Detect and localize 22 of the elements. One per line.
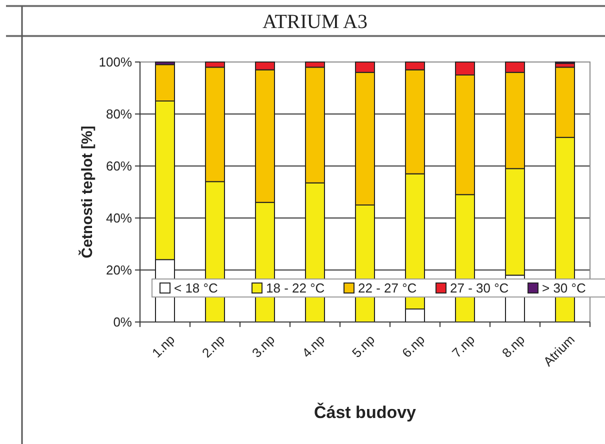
x-tick-label: 1.np — [149, 332, 178, 360]
x-tick-label: 3.np — [249, 332, 278, 360]
legend-label: > 30 °C — [542, 280, 586, 296]
x-tick-label: 4.np — [299, 332, 328, 360]
y-tick-label: 20% — [106, 262, 132, 278]
y-tick-label: 0% — [113, 314, 132, 330]
legend-label: < 18 °C — [174, 280, 218, 296]
y-axis-title: Četnosti teplot [%] — [78, 126, 96, 258]
x-axis-title: Část budovy — [314, 402, 417, 422]
legend-label: 18 - 22 °C — [266, 280, 325, 296]
chart-title: ATRIUM A3 — [262, 11, 368, 33]
y-tick-label: 40% — [106, 210, 132, 226]
y-tick-label: 80% — [106, 106, 132, 122]
legend-label: 22 - 27 °C — [358, 280, 417, 296]
y-tick-label: 60% — [106, 158, 132, 174]
x-tick-label: 2.np — [199, 332, 228, 360]
legend-label: 27 - 30 °C — [450, 280, 509, 296]
x-tick-label: 8.np — [499, 332, 528, 360]
y-tick-label: 100% — [98, 54, 132, 70]
x-tick-label: 5.np — [349, 332, 378, 360]
x-tick-label: 7.np — [449, 332, 478, 360]
x-tick-label: 6.np — [399, 332, 428, 360]
